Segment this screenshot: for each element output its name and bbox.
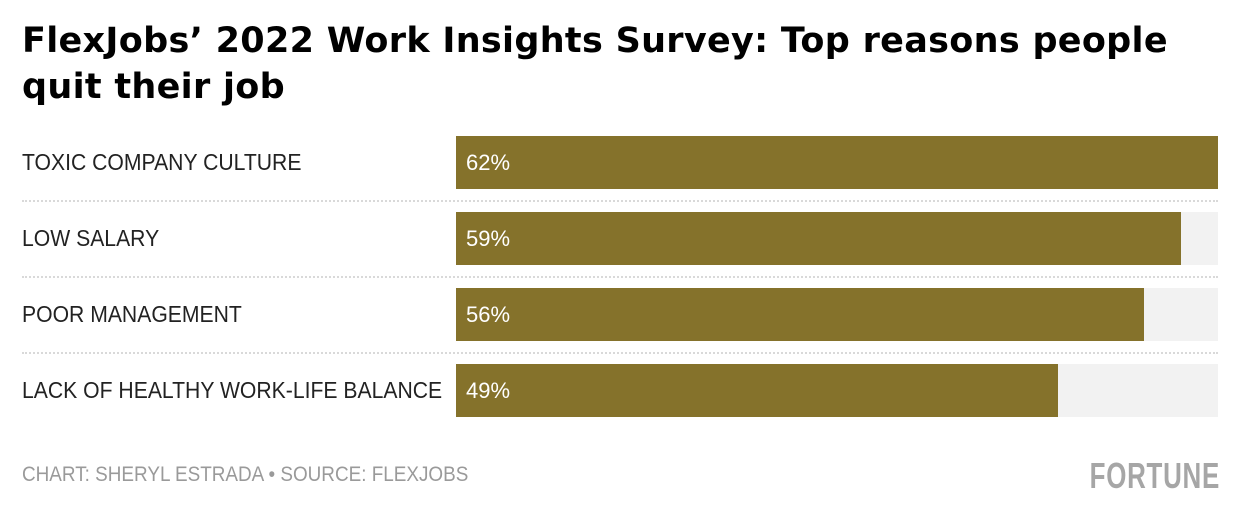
bar-row-1: LOW SALARY 59%: [0, 212, 1240, 265]
bar-track: 62%: [456, 136, 1218, 189]
category-label: LOW SALARY: [22, 225, 160, 251]
chart-title: FlexJobs’ 2022 Work Insights Survey: Top…: [22, 21, 1168, 107]
bar-track: 59%: [456, 212, 1218, 265]
bar: [456, 212, 1182, 265]
row-divider: [22, 200, 1218, 202]
bar-row-3: LACK OF HEALTHY WORK-LIFE BALANCE 49%: [0, 364, 1240, 417]
category-label: LACK OF HEALTHY WORK-LIFE BALANCE: [22, 377, 443, 403]
bar-track: 49%: [456, 364, 1218, 417]
bar-row-2: POOR MANAGEMENT 56%: [0, 288, 1240, 341]
category-label: TOXIC COMPANY CULTURE: [22, 149, 302, 175]
bar-row-0: TOXIC COMPANY CULTURE 62%: [0, 136, 1240, 189]
fortune-logo: FORTUNE: [1089, 455, 1220, 496]
row-divider: [22, 352, 1218, 354]
bar: [456, 288, 1145, 341]
bar-track: 56%: [456, 288, 1218, 341]
bar: [456, 364, 1059, 417]
value-label: 59%: [466, 226, 511, 251]
value-label: 62%: [466, 150, 511, 175]
bar: [456, 136, 1218, 189]
value-label: 56%: [466, 302, 511, 327]
row-divider: [22, 276, 1218, 278]
category-label: POOR MANAGEMENT: [22, 301, 242, 327]
value-label: 49%: [466, 378, 511, 403]
chart-credit: CHART: SHERYL ESTRADA • SOURCE: FLEXJOBS: [22, 463, 469, 486]
